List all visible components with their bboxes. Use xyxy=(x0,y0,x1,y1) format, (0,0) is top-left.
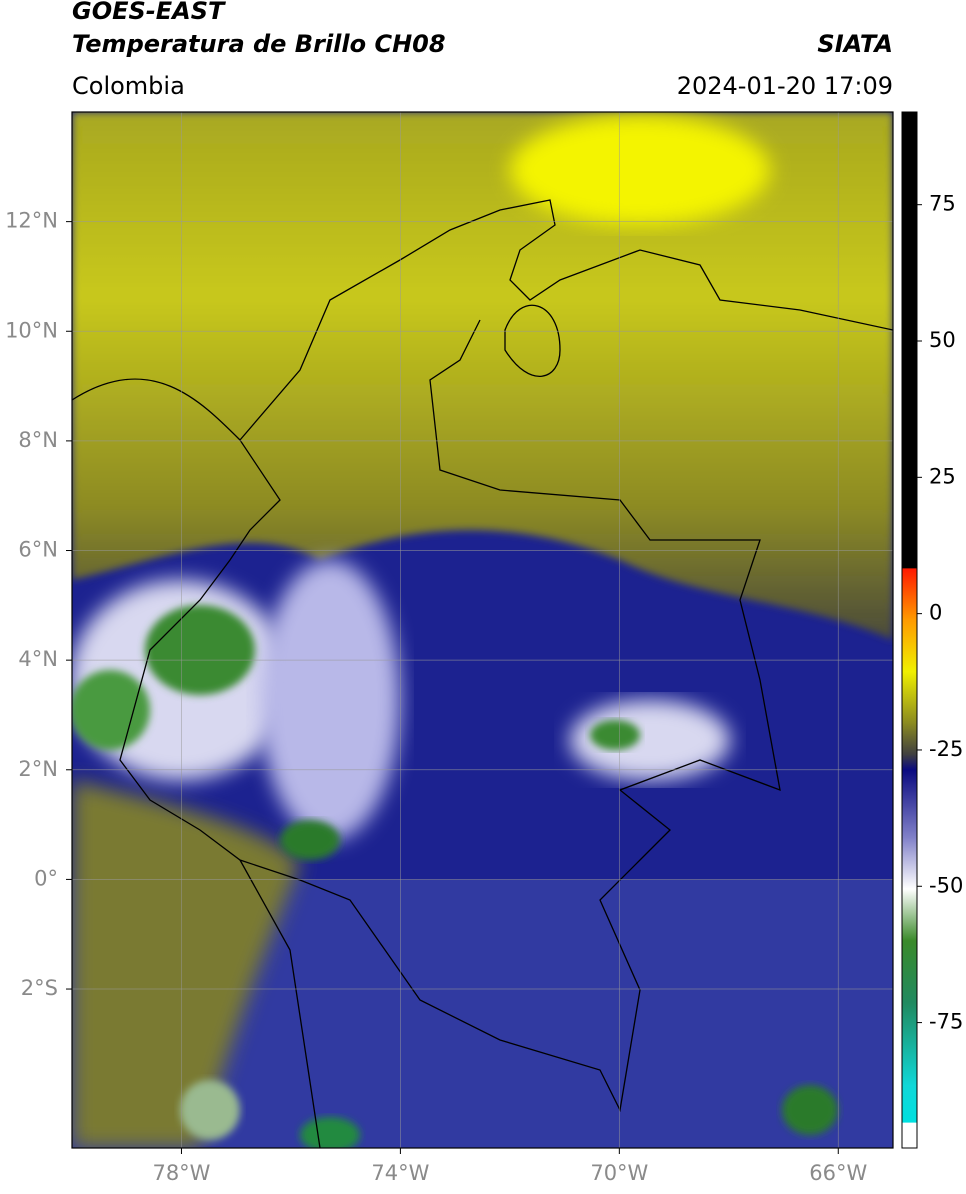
colorbar-tick-label: -25 xyxy=(929,737,963,761)
x-tick-label: 70°W xyxy=(590,1161,648,1185)
y-tick-label: 2°N xyxy=(18,757,58,781)
colorbar xyxy=(901,111,918,1149)
y-tick-label: 4°N xyxy=(18,647,58,671)
x-tick-label: 66°W xyxy=(809,1161,867,1185)
datetime-label: 2024-01-20 17:09 xyxy=(677,72,893,100)
region-label: Colombia xyxy=(72,72,185,100)
colorbar-tick-label: -75 xyxy=(929,1010,963,1034)
y-tick-label: 8°N xyxy=(18,428,58,452)
source-label: SIATA xyxy=(817,30,893,58)
y-tick-label: 2°S xyxy=(21,976,58,1000)
colorbar-tick-label: 50 xyxy=(929,328,956,352)
y-tick-label: 6°N xyxy=(18,538,58,562)
colorbar-tick-label: 0 xyxy=(929,601,942,625)
colorbar-tick-label: 25 xyxy=(929,464,956,488)
map-frame xyxy=(71,111,894,1149)
satellite-image xyxy=(72,112,893,1148)
grid xyxy=(72,112,893,1148)
x-tick-label: 78°W xyxy=(152,1161,210,1185)
satellite-title: GOES-EAST xyxy=(72,0,226,25)
y-tick-label: 12°N xyxy=(5,209,58,233)
x-tick-label: 74°W xyxy=(371,1161,429,1185)
product-title: Temperatura de Brillo CH08 xyxy=(72,30,446,58)
colorbar-tick-label: -50 xyxy=(929,873,963,897)
y-tick-label: 0° xyxy=(34,866,58,890)
colorbar-tick-label: 75 xyxy=(929,192,956,216)
y-tick-label: 10°N xyxy=(5,318,58,342)
